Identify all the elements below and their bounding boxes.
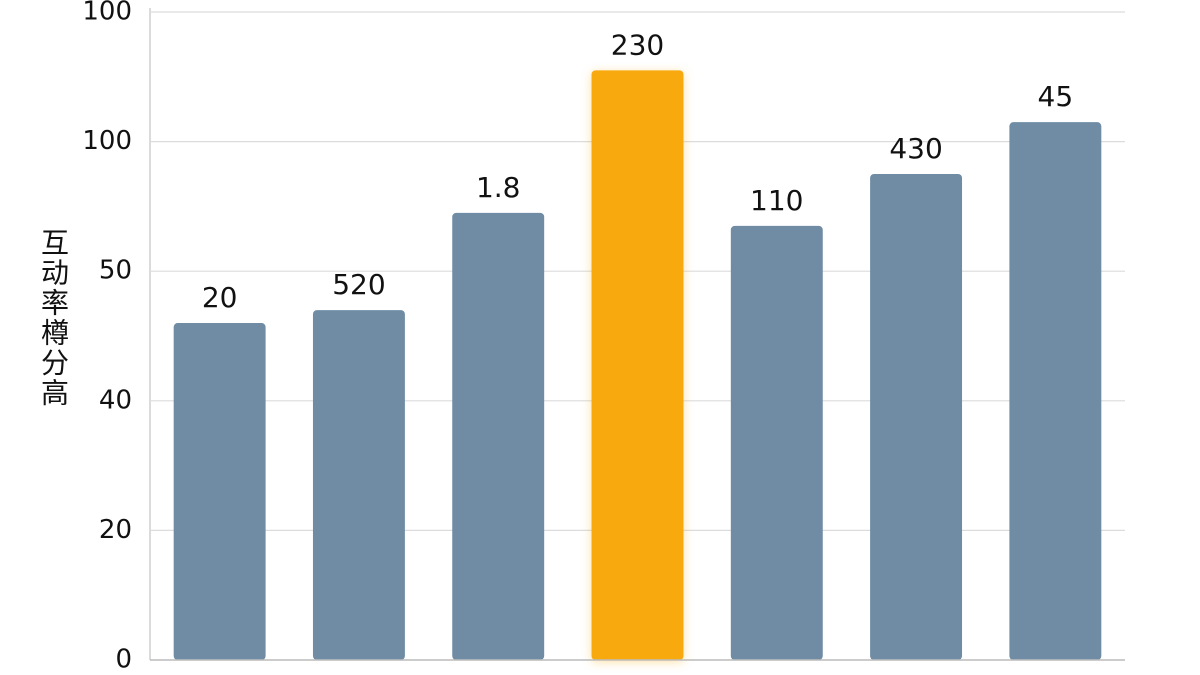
value-label: 230 xyxy=(611,28,664,61)
y-tick-label: 100 xyxy=(82,0,132,27)
y-tick-label: 20 xyxy=(99,515,132,545)
value-label: 20 xyxy=(202,281,238,314)
bar xyxy=(870,174,963,660)
bar xyxy=(173,323,266,660)
value-label: 1.8 xyxy=(476,171,521,204)
value-label: 520 xyxy=(332,268,385,301)
value-label: 45 xyxy=(1038,80,1074,113)
y-axis-label: 互动率樽分高 xyxy=(37,228,70,408)
y-tick-label: 40 xyxy=(99,385,132,415)
y-tick-label: 100 xyxy=(82,126,132,156)
y-tick-label: 0 xyxy=(115,645,132,675)
bar xyxy=(312,310,405,660)
value-label: 430 xyxy=(889,132,942,165)
bar xyxy=(591,70,684,660)
bar xyxy=(1009,122,1102,660)
bar xyxy=(730,225,823,660)
bar xyxy=(452,212,545,660)
value-label: 110 xyxy=(750,184,803,217)
y-tick-label: 50 xyxy=(99,256,132,286)
